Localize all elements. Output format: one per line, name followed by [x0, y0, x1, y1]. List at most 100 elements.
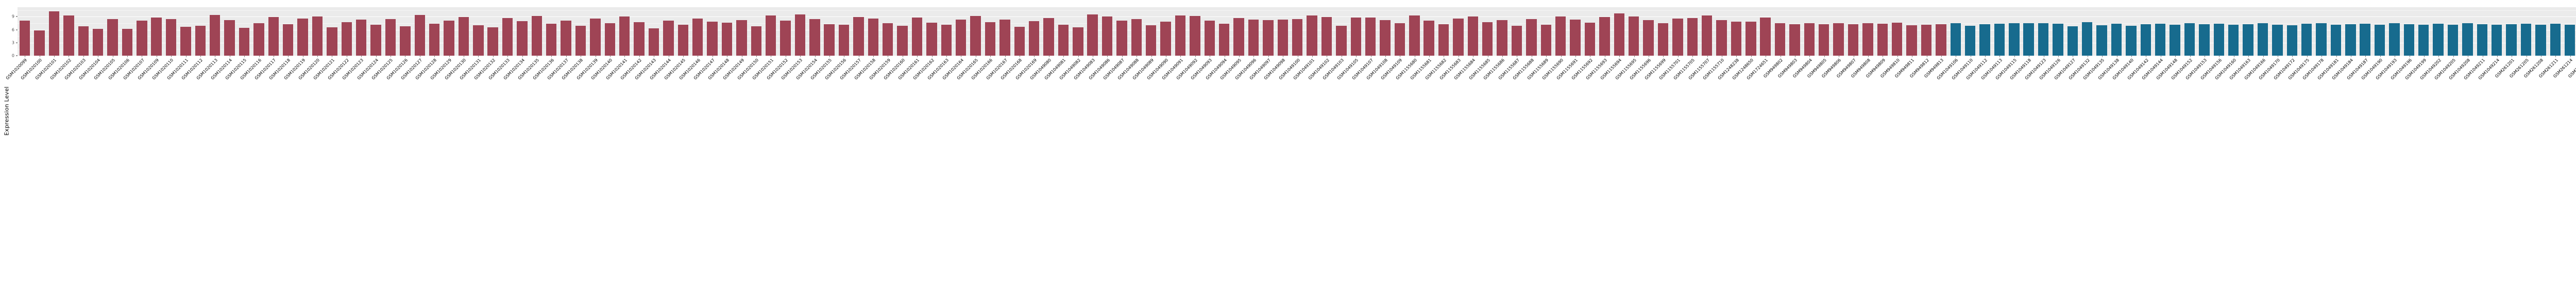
bar[interactable]	[2009, 23, 2020, 56]
bar[interactable]	[809, 19, 820, 56]
bar[interactable]	[1848, 24, 1859, 56]
bar[interactable]	[897, 25, 908, 56]
bar[interactable]	[2213, 23, 2224, 56]
bar[interactable]	[1467, 16, 1479, 56]
bar[interactable]	[1731, 21, 1742, 56]
bar[interactable]	[107, 19, 118, 56]
bar[interactable]	[2082, 22, 2093, 56]
bar[interactable]	[92, 29, 104, 56]
bar[interactable]	[429, 23, 440, 56]
bar[interactable]	[1964, 25, 1976, 56]
bar[interactable]	[312, 16, 323, 56]
bar[interactable]	[1336, 26, 1347, 56]
bar[interactable]	[1862, 23, 1873, 56]
bar[interactable]	[1994, 24, 2005, 56]
bar[interactable]	[2111, 23, 2122, 56]
bar[interactable]	[1877, 24, 1888, 56]
bar[interactable]	[355, 20, 367, 56]
bar[interactable]	[63, 15, 74, 56]
bar[interactable]	[268, 16, 279, 56]
bar[interactable]	[1906, 25, 1917, 56]
bar[interactable]	[985, 22, 996, 56]
bar[interactable]	[2491, 25, 2502, 56]
bar[interactable]	[721, 22, 733, 56]
bar[interactable]	[2053, 23, 2063, 56]
bar[interactable]	[561, 21, 571, 56]
bar[interactable]	[1555, 16, 1566, 56]
bar[interactable]	[1394, 23, 1405, 56]
bar[interactable]	[1131, 19, 1142, 56]
bar[interactable]	[1453, 18, 1464, 56]
bar[interactable]	[883, 23, 893, 56]
bar[interactable]	[868, 18, 879, 56]
bar[interactable]	[604, 23, 616, 56]
bar[interactable]	[1087, 14, 1098, 56]
bar[interactable]	[2199, 24, 2210, 56]
bar[interactable]	[2462, 23, 2473, 56]
bar[interactable]	[1570, 19, 1581, 56]
bar[interactable]	[2155, 24, 2166, 56]
bar[interactable]	[619, 16, 630, 56]
bar[interactable]	[531, 15, 543, 56]
bar[interactable]	[1146, 25, 1157, 56]
bar[interactable]	[1321, 16, 1332, 56]
bar[interactable]	[2389, 23, 2400, 56]
bar[interactable]	[1891, 23, 1903, 56]
bar[interactable]	[2564, 24, 2575, 56]
bar[interactable]	[1819, 24, 1829, 56]
bar[interactable]	[1482, 22, 1493, 56]
bar[interactable]	[2330, 25, 2342, 56]
bar[interactable]	[341, 22, 352, 56]
bar[interactable]	[2345, 24, 2356, 56]
bar[interactable]	[1643, 20, 1654, 56]
bar[interactable]	[707, 22, 718, 56]
bar[interactable]	[2023, 23, 2034, 56]
bar[interactable]	[1540, 25, 1552, 56]
bar[interactable]	[546, 24, 557, 56]
bar[interactable]	[2243, 24, 2253, 56]
bar[interactable]	[970, 16, 981, 56]
bar[interactable]	[1233, 18, 1244, 56]
bar[interactable]	[926, 23, 937, 56]
bar[interactable]	[1058, 24, 1069, 56]
bar[interactable]	[1277, 19, 1288, 56]
bar[interactable]	[1789, 24, 1800, 56]
bar[interactable]	[239, 27, 250, 56]
bar[interactable]	[941, 25, 952, 56]
bar[interactable]	[2184, 23, 2195, 56]
bar[interactable]	[2301, 24, 2312, 56]
bar[interactable]	[180, 26, 191, 56]
bar[interactable]	[692, 19, 703, 56]
bar[interactable]	[751, 26, 761, 56]
bar[interactable]	[1190, 15, 1200, 56]
bar[interactable]	[1263, 20, 1274, 56]
bar[interactable]	[1672, 19, 1683, 56]
bar[interactable]	[487, 27, 498, 56]
bar[interactable]	[283, 24, 294, 56]
bar[interactable]	[677, 24, 688, 56]
bar[interactable]	[2360, 23, 2370, 56]
bar[interactable]	[2257, 23, 2268, 56]
bar[interactable]	[1292, 19, 1303, 56]
bar[interactable]	[2374, 24, 2385, 56]
bar[interactable]	[195, 25, 206, 56]
bar[interactable]	[122, 29, 133, 56]
bar[interactable]	[1204, 20, 1215, 56]
bar[interactable]	[2418, 25, 2429, 56]
bar[interactable]	[1657, 23, 1669, 56]
bar[interactable]	[370, 25, 381, 56]
bar[interactable]	[210, 14, 221, 56]
bar[interactable]	[2433, 24, 2444, 56]
bar[interactable]	[253, 23, 264, 56]
bar[interactable]	[385, 19, 396, 56]
bar[interactable]	[224, 20, 235, 56]
bar[interactable]	[2067, 26, 2078, 56]
bar[interactable]	[955, 19, 967, 56]
bar[interactable]	[2126, 25, 2137, 56]
bar[interactable]	[634, 22, 645, 56]
bar[interactable]	[648, 28, 659, 56]
bar[interactable]	[575, 26, 586, 56]
bar[interactable]	[2286, 25, 2297, 56]
bar[interactable]	[824, 24, 835, 56]
bar[interactable]	[1979, 24, 1990, 56]
